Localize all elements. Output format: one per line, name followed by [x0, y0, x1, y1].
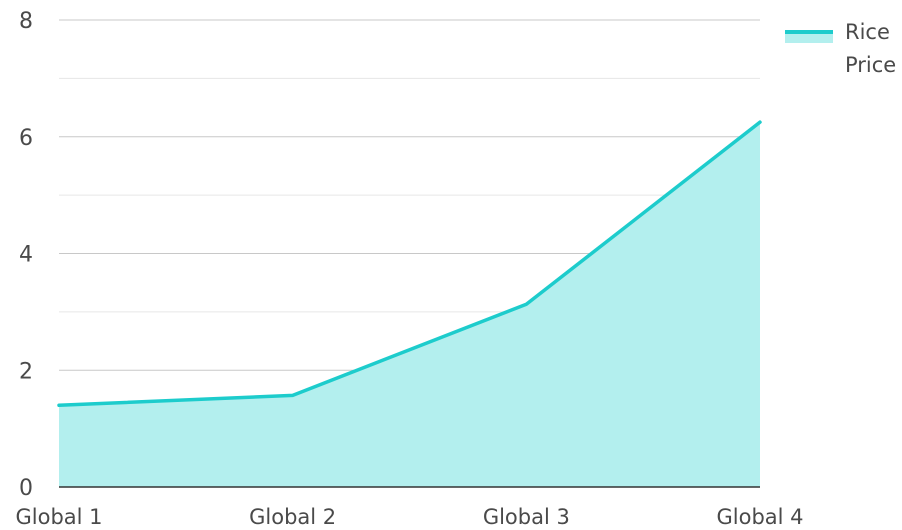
series-line-rice-price [57, 120, 762, 408]
x-tick-label: Global 2 [249, 505, 336, 526]
x-tick-label: Global 4 [716, 505, 803, 526]
y-tick-label: 2 [19, 359, 33, 384]
axes: 0 2 4 6 8 Global 1 Global 2 Global 3 Global 4 [15, 9, 803, 529]
data-point [292, 394, 294, 396]
legend-label: Price [845, 53, 896, 77]
y-tick-label: 4 [19, 243, 33, 268]
legend: Rice Price [785, 20, 896, 77]
area-fill [59, 122, 760, 487]
grid-lines [59, 19, 760, 430]
x-tick-label: Global 1 [15, 505, 102, 526]
legend-label: Rice [845, 20, 890, 44]
legend-swatch-fill [785, 32, 833, 43]
y-tick-label: 8 [19, 9, 33, 34]
x-tick-label: Global 3 [483, 505, 570, 526]
y-tick-label: 6 [19, 126, 33, 151]
data-point [759, 121, 761, 123]
area-series [57, 120, 762, 487]
data-point [525, 303, 527, 305]
data-point [58, 404, 60, 406]
y-tick-label: 0 [19, 476, 33, 501]
